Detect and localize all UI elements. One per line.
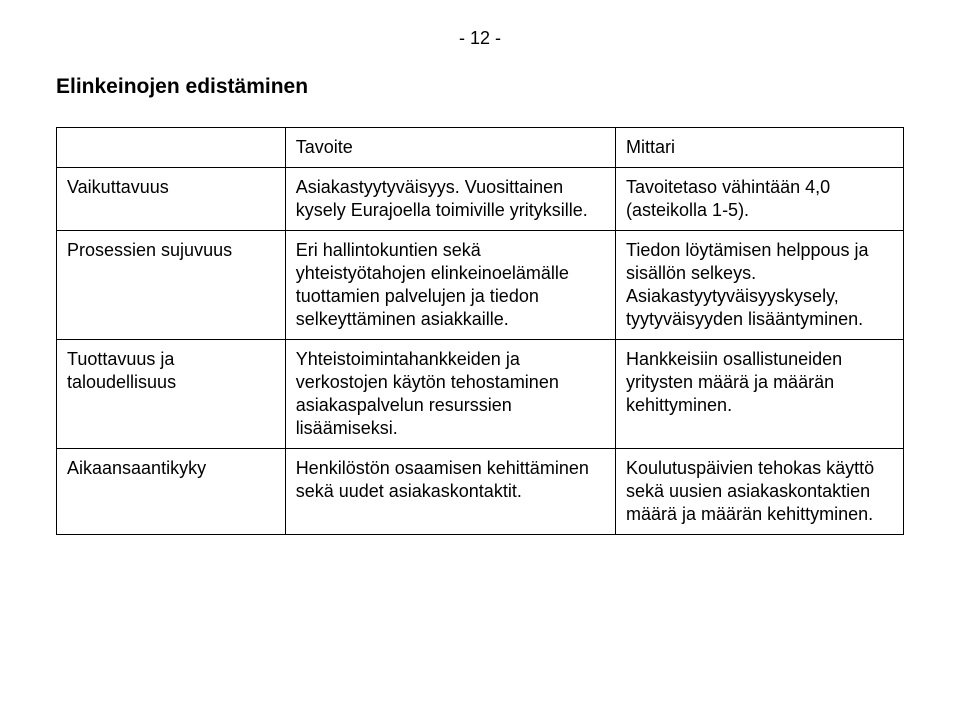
table-row: Aikaansaantikyky Henkilöstön osaamisen k… xyxy=(57,449,904,535)
row-label: Vaikuttavuus xyxy=(57,168,286,231)
document-page: - 12 - Elinkeinojen edistäminen Tavoite … xyxy=(0,0,960,720)
table-row: Prosessien sujuvuus Eri hallintokuntien … xyxy=(57,231,904,340)
header-cell-metric: Mittari xyxy=(616,128,904,168)
row-label: Prosessien sujuvuus xyxy=(57,231,286,340)
row-metric: Hankkeisiin osallistuneiden yritysten mä… xyxy=(616,340,904,449)
row-goal: Yhteistoimintahankkeiden ja verkostojen … xyxy=(285,340,615,449)
row-metric: Koulutuspäivien tehokas käyttö sekä uusi… xyxy=(616,449,904,535)
row-label: Aikaansaantikyky xyxy=(57,449,286,535)
page-number: - 12 - xyxy=(56,28,904,49)
row-label: Tuottavuus ja taloudellisuus xyxy=(57,340,286,449)
table-row: Tuottavuus ja taloudellisuus Yhteistoimi… xyxy=(57,340,904,449)
header-cell-empty xyxy=(57,128,286,168)
row-goal: Henkilöstön osaamisen kehittäminen sekä … xyxy=(285,449,615,535)
table-row: Vaikuttavuus Asiakastyytyväisyys. Vuosit… xyxy=(57,168,904,231)
table-header-row: Tavoite Mittari xyxy=(57,128,904,168)
row-goal: Eri hallintokuntien sekä yhteistyötahoje… xyxy=(285,231,615,340)
section-heading: Elinkeinojen edistäminen xyxy=(56,75,904,99)
row-goal: Asiakastyytyväisyys. Vuosittainen kysely… xyxy=(285,168,615,231)
row-metric: Tavoitetaso vähintään 4,0 (asteikolla 1-… xyxy=(616,168,904,231)
row-metric: Tiedon löytämisen helppous ja sisällön s… xyxy=(616,231,904,340)
header-cell-goal: Tavoite xyxy=(285,128,615,168)
content-table: Tavoite Mittari Vaikuttavuus Asiakastyyt… xyxy=(56,127,904,535)
